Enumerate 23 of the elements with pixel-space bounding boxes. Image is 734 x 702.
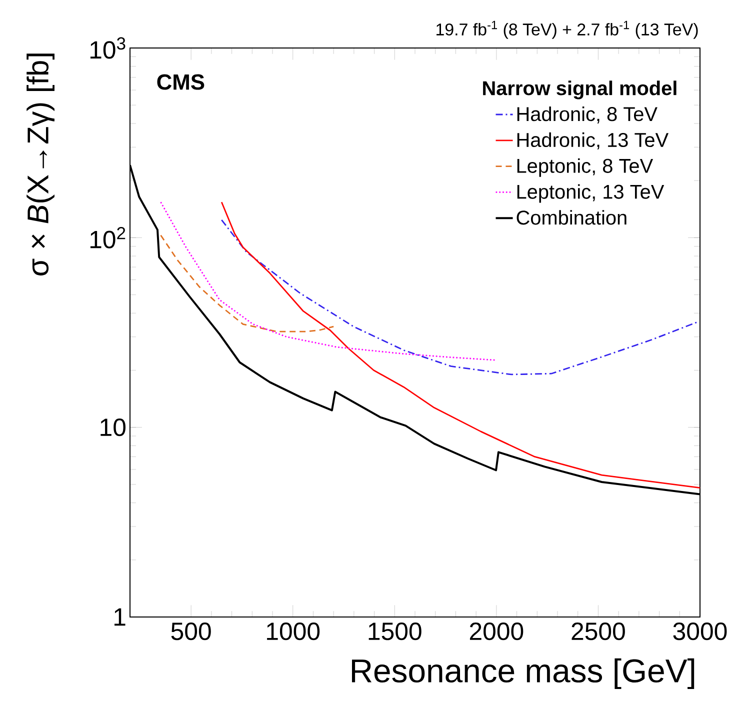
legend-label: Hadronic, 13 TeV — [517, 132, 669, 150]
x-tick-label: 3000 — [673, 622, 727, 640]
line-series — [160, 234, 334, 332]
x-tick-label: 1500 — [368, 622, 422, 640]
y-tick-label: 10$^{2}$ — [90, 226, 126, 248]
x-tick-label: 500 — [171, 622, 211, 640]
line-series — [160, 201, 498, 361]
chart-title: 19.7 fb$^{-1}$ (8 TeV) + 2.7 fb$^{-1}$ (13 TeV) — [436, 20, 698, 39]
x-tick-label: 2500 — [572, 622, 625, 640]
y-tick-label: 10$^{3}$ — [90, 37, 126, 59]
legend-title: Narrow signal model — [483, 80, 676, 100]
legend-label: Leptonic, 13 TeV — [517, 184, 664, 203]
legend-label: Leptonic, 8 TeV — [517, 158, 654, 177]
x-axis-title: Resonance mass [GeV] — [352, 658, 694, 690]
y-tick-label: 10 — [100, 418, 126, 436]
y-tick-label: 1 — [114, 608, 126, 626]
legend-label: Hadronic, 8 TeV — [517, 106, 658, 124]
x-tick-label: 2000 — [470, 622, 524, 640]
annotation: CMS — [157, 74, 204, 90]
x-tick-label: 1000 — [267, 622, 320, 640]
legend-label: Combination — [516, 210, 626, 225]
line-series — [220, 201, 700, 488]
y-axis-title: σ × B(X→Zγ) [fb] — [26, 54, 54, 276]
